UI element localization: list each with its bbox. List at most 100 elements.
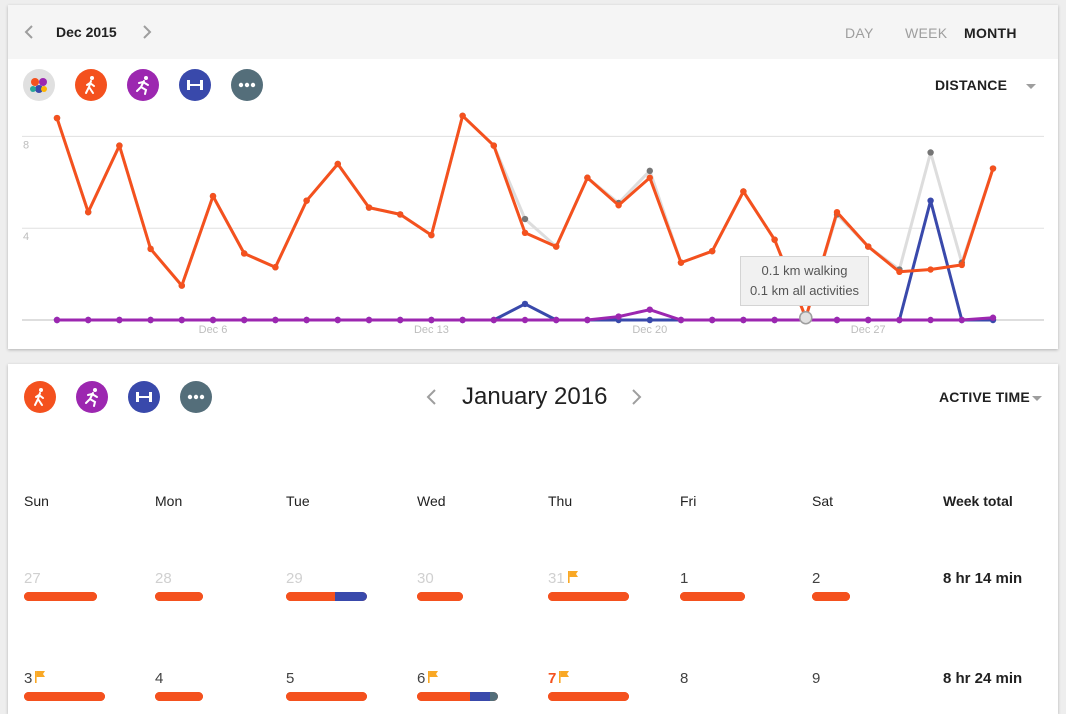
data-point-strength [459, 317, 465, 323]
data-point-strength [397, 317, 403, 323]
data-point-strength [678, 317, 684, 323]
activity-bar-segment [490, 692, 498, 701]
day-number: 8 [680, 670, 688, 687]
data-point-strength [54, 317, 60, 323]
data-point-running [740, 317, 746, 323]
data-point-walking [116, 142, 122, 148]
day-number: 4 [155, 670, 163, 687]
data-point-strength [584, 317, 590, 323]
chevron-down-icon[interactable] [1026, 84, 1036, 89]
previous-month-chevron-left-icon[interactable] [424, 388, 438, 406]
data-point-all [272, 264, 278, 270]
week-total: 8 hr 14 min [943, 570, 1022, 587]
calendar-filter-strength[interactable] [128, 381, 160, 413]
goal-flag-icon [568, 571, 578, 583]
day-number: 6 [417, 670, 425, 687]
data-point-walking [709, 248, 715, 254]
next-period-chevron-right-icon[interactable] [140, 24, 154, 40]
data-point-running [584, 317, 590, 323]
tab-day[interactable]: DAY [845, 25, 874, 41]
data-point-walking [803, 315, 809, 321]
data-point-running [179, 317, 185, 323]
period-label: Dec 2015 [56, 24, 117, 40]
data-point-all [896, 266, 902, 272]
data-point-all [210, 193, 216, 199]
goal-flag-icon [35, 671, 45, 683]
day-header-mon: Mon [155, 493, 182, 509]
x-tick-label: Dec 13 [414, 324, 449, 336]
chevron-down-icon[interactable] [1032, 396, 1042, 401]
data-point-walking [740, 188, 746, 194]
day-header-thu: Thu [548, 493, 572, 509]
data-point-all [771, 236, 777, 242]
filter-strength[interactable] [179, 69, 211, 101]
data-point-running [241, 317, 247, 323]
filter-other[interactable] [231, 69, 263, 101]
data-point-all [179, 282, 185, 288]
data-point-running [990, 315, 996, 321]
walking-icon [75, 69, 107, 101]
calendar-filter-walking[interactable] [24, 381, 56, 413]
data-point-all [740, 188, 746, 194]
day-header-sun: Sun [24, 493, 49, 509]
y-tick-label: 8 [23, 139, 29, 151]
data-point-running [553, 317, 559, 323]
data-point-strength [241, 317, 247, 323]
data-point-running [459, 317, 465, 323]
day-number: 1 [680, 570, 688, 587]
activity-bar-segment [24, 692, 105, 701]
data-point-strength [428, 317, 434, 323]
data-point-running [709, 317, 715, 323]
data-point-all [116, 142, 122, 148]
data-point-strength [147, 317, 153, 323]
data-point-strength [335, 317, 341, 323]
activity-dots-icon [23, 69, 55, 101]
filter-running[interactable] [127, 69, 159, 101]
day-number: 7 [548, 670, 556, 687]
activity-bar-segment [155, 592, 203, 601]
activity-bar [24, 692, 105, 701]
data-point-strength [179, 317, 185, 323]
data-point-all [990, 165, 996, 171]
tooltip-line-walking: 0.1 km walking [741, 261, 868, 281]
data-point-all [553, 243, 559, 249]
tab-month[interactable]: MONTH [964, 25, 1017, 41]
activity-bar-segment [417, 592, 463, 601]
data-point-walking [615, 202, 621, 208]
activity-bar [286, 692, 367, 701]
day-number: 27 [24, 570, 41, 587]
calendar-metric-dropdown[interactable]: ACTIVE TIME [939, 389, 1030, 405]
data-point-strength [834, 317, 840, 323]
previous-period-chevron-left-icon[interactable] [22, 24, 36, 40]
calendar-filter-running[interactable] [76, 381, 108, 413]
tab-week[interactable]: WEEK [905, 25, 947, 41]
data-point-all [678, 259, 684, 265]
data-point-running [647, 306, 653, 312]
data-point-running [85, 317, 91, 323]
data-point-walking [303, 197, 309, 203]
data-point-running [491, 317, 497, 323]
tooltip-line-all: 0.1 km all activities [741, 281, 868, 301]
data-point-strength [491, 317, 497, 323]
data-point-running [834, 317, 840, 323]
activity-bar-segment [548, 592, 629, 601]
data-point-running [54, 317, 60, 323]
data-point-walking [647, 175, 653, 181]
filter-all-activities[interactable] [23, 69, 55, 101]
activity-bar-segment [155, 692, 203, 701]
activity-bar-segment [417, 692, 470, 701]
data-point-strength [927, 197, 933, 203]
calendar-filter-other[interactable] [180, 381, 212, 413]
data-point-strength [647, 317, 653, 323]
data-point-strength [709, 317, 715, 323]
data-point-running [397, 317, 403, 323]
data-point-running [927, 317, 933, 323]
dumbbell-icon [128, 381, 160, 413]
data-point-walking [428, 232, 434, 238]
day-number: 9 [812, 670, 820, 687]
data-point-all [584, 175, 590, 181]
data-point-walking [397, 211, 403, 217]
metric-dropdown[interactable]: DISTANCE [935, 77, 1007, 93]
filter-walking[interactable] [75, 69, 107, 101]
next-month-chevron-right-icon[interactable] [630, 388, 644, 406]
